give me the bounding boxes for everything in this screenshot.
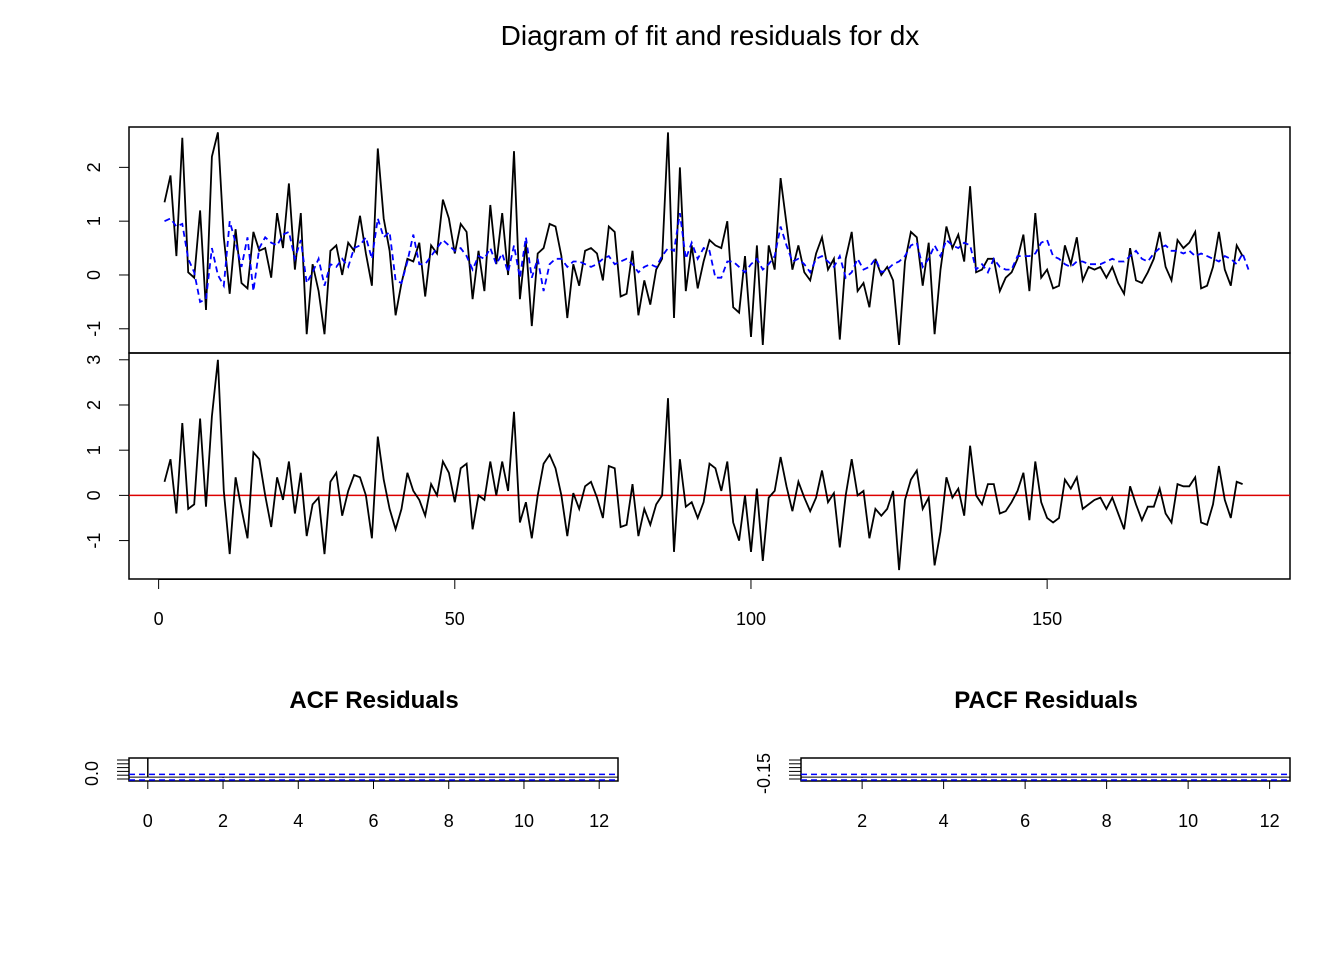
fit-y-tick-label: -1 [84,321,104,337]
acf-x-tick-label: 10 [514,811,534,831]
fit-y-tick-label: 1 [84,216,104,226]
resid-x-tick-label: 150 [1032,609,1062,629]
pacf-y-tick-label: -0.15 [754,753,774,794]
pacf-frame [800,757,1291,782]
acf-x-tick-label: 4 [293,811,303,831]
acf-x-tick-label: 8 [444,811,454,831]
resid-series-observed [163,359,1243,571]
pacf-x-tick-label: 12 [1260,811,1280,831]
resid-y-tick-label: -1 [84,533,104,549]
resid-y-tick-label: 1 [84,445,104,455]
pacf-title: PACF Residuals [954,687,1138,714]
fit-y-tick-label: 2 [84,162,104,172]
acf-panel: 0.0 0 2 4 6 8 10 12 [82,757,619,831]
resid-y-tick-label: 0 [84,490,104,500]
fit-y-tick-label: 0 [84,270,104,280]
fit-series-observed [163,132,1244,345]
acf-x-tick-label: 6 [368,811,378,831]
pacf-x-tick-label: 6 [1020,811,1030,831]
pacf-panel: -0.15 2 4 6 8 10 12 [754,753,1291,831]
main-title: Diagram of fit and residuals for dx [501,20,920,51]
pacf-x-tick-label: 2 [857,811,867,831]
resid-y-tick-label: 3 [84,355,104,365]
resid-x-tick-label: 100 [736,609,766,629]
resid-x-tick-label: 0 [154,609,164,629]
resid-x-tick-label: 50 [445,609,465,629]
acf-x-tick-label: 12 [589,811,609,831]
pacf-x-tick-label: 10 [1178,811,1198,831]
fit-series-fitted [164,212,1250,304]
resid-y-tick-label: 2 [84,400,104,410]
acf-title: ACF Residuals [289,687,458,714]
residuals-panel: -1 0 1 2 3 0 50 100 150 [84,352,1291,629]
fit-panel: -1 0 1 2 [84,126,1291,354]
acf-x-tick-label: 2 [218,811,228,831]
acf-x-tick-label: 0 [143,811,153,831]
pacf-x-tick-label: 8 [1102,811,1112,831]
acf-y-tick-label: 0.0 [82,761,102,786]
pacf-x-tick-label: 4 [939,811,949,831]
